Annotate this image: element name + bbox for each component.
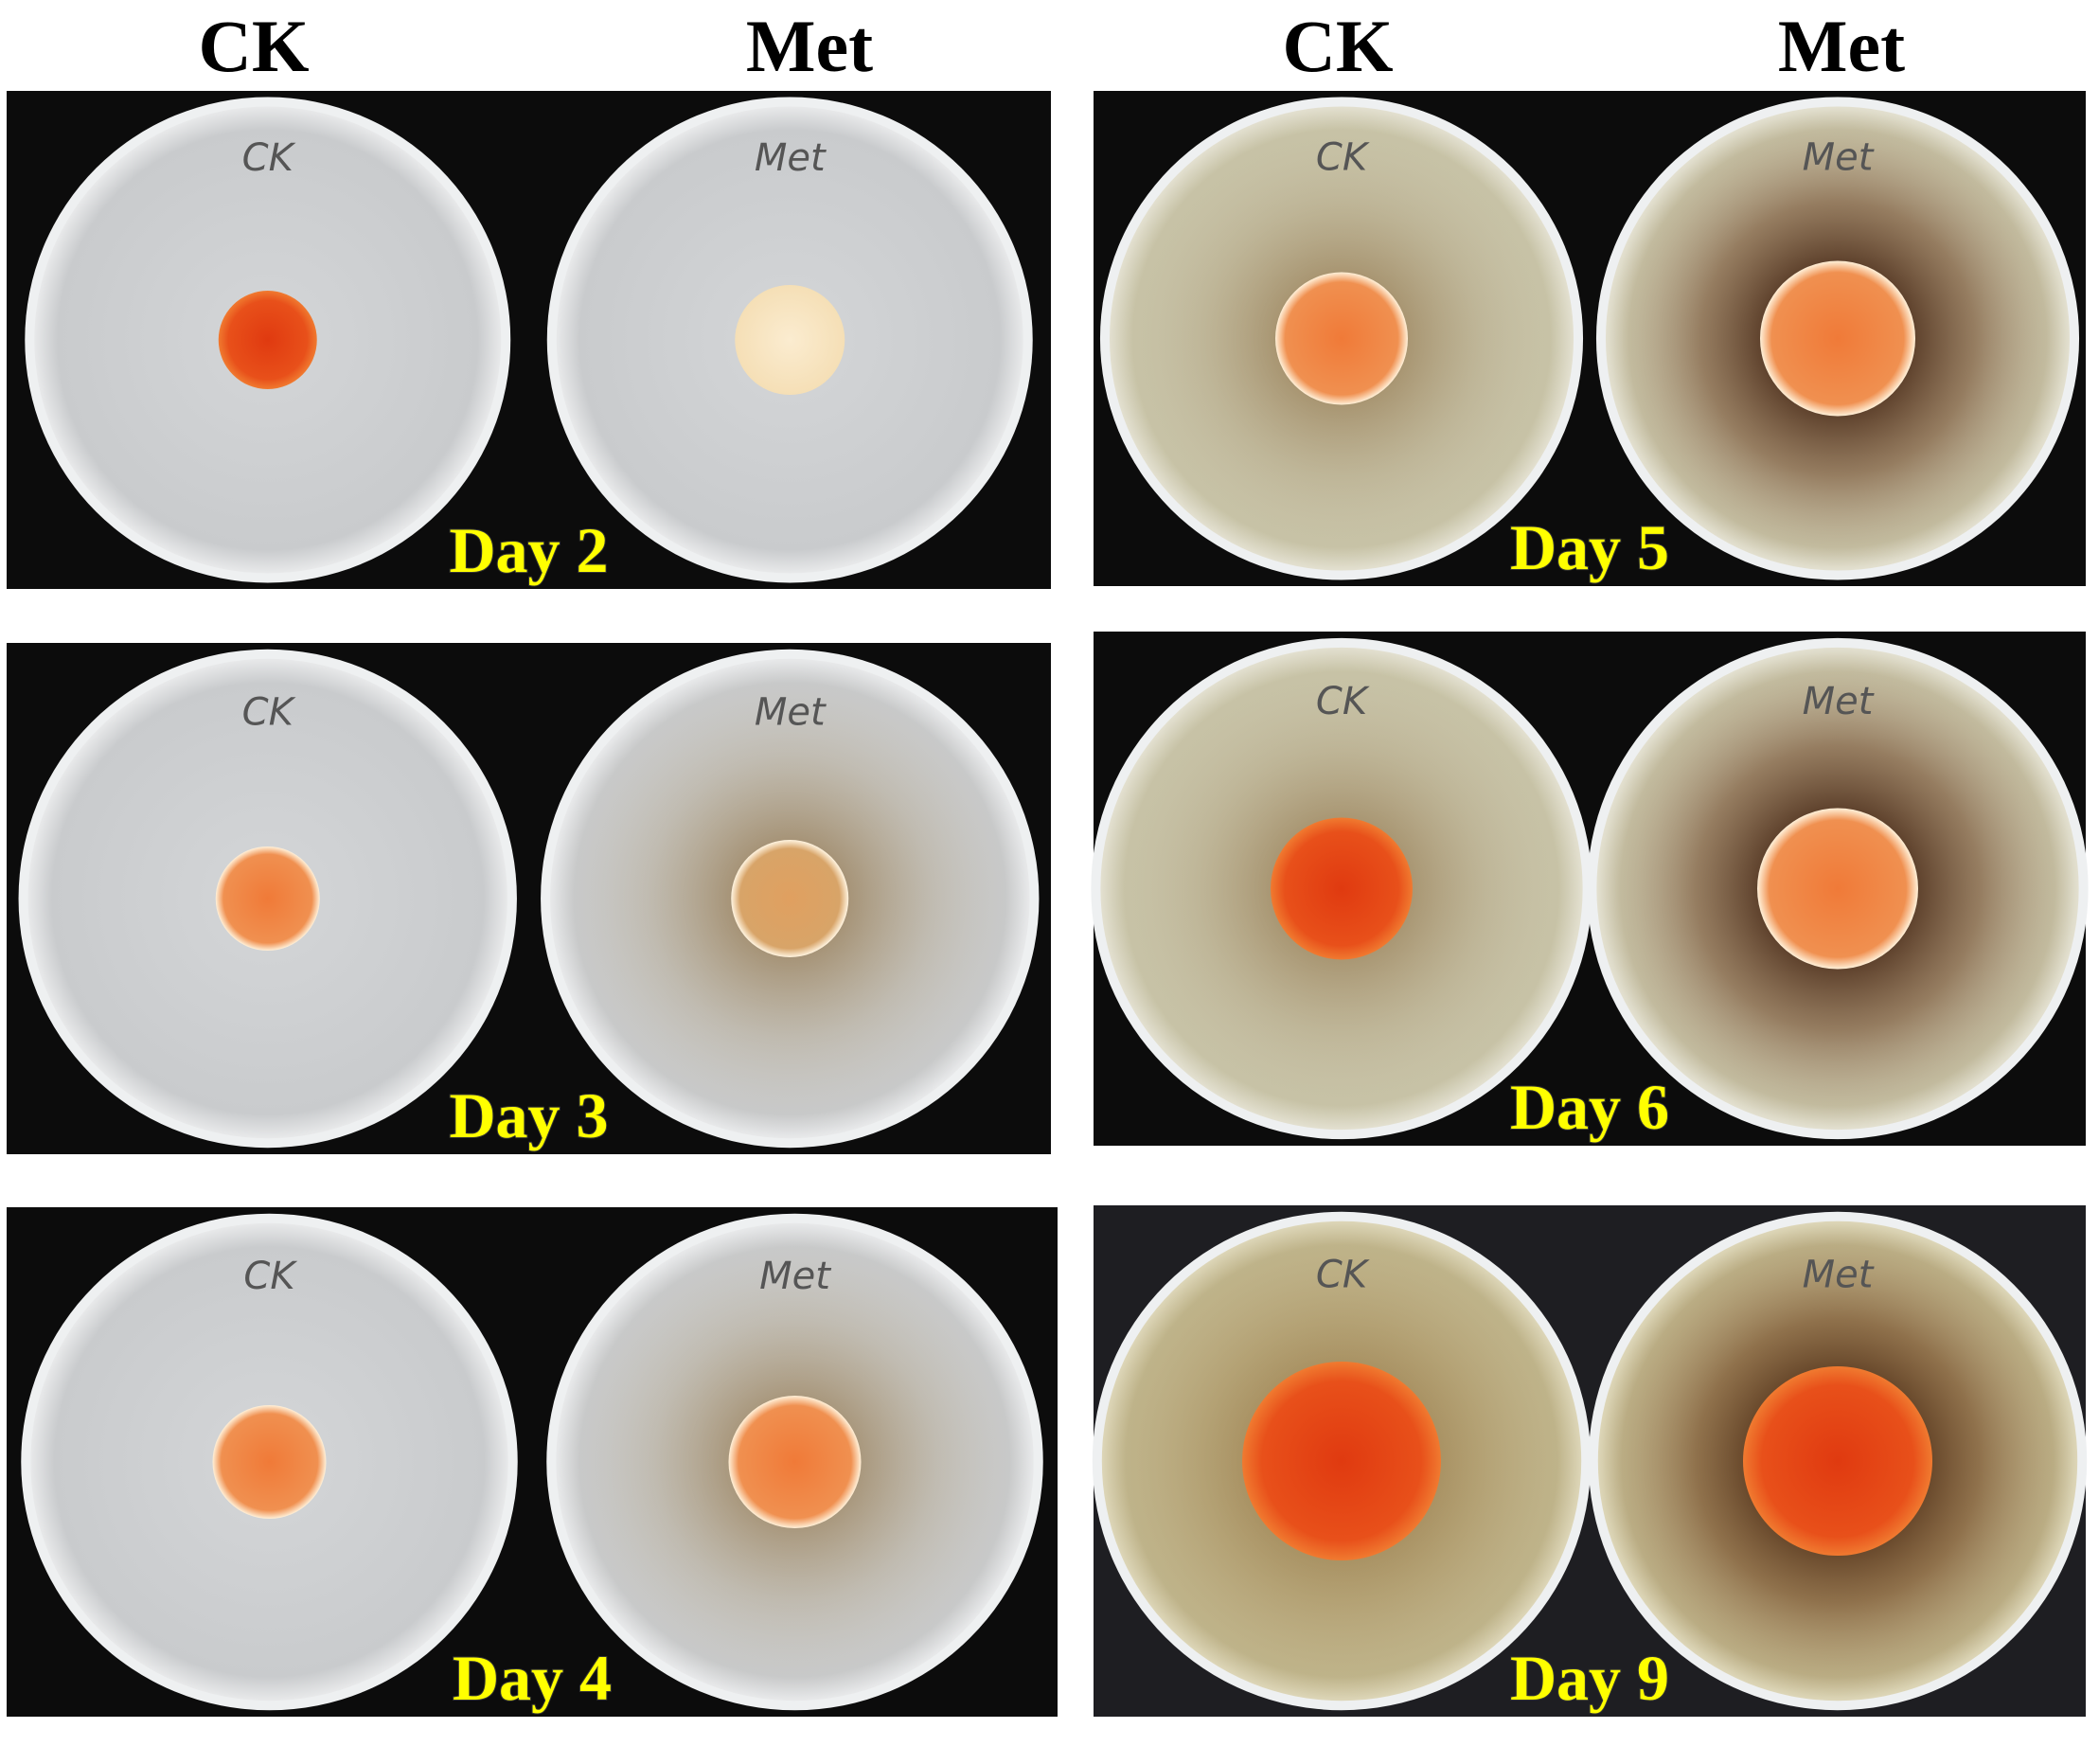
plate-label: Met xyxy=(755,136,827,180)
colony xyxy=(735,285,845,395)
column-header: Met xyxy=(746,5,873,87)
plate-label: Met xyxy=(759,1255,831,1298)
plate-label: CK xyxy=(243,1255,297,1298)
colony xyxy=(1743,1366,1932,1556)
day-label: Day 2 xyxy=(449,514,608,586)
day-label: Day 3 xyxy=(449,1079,608,1151)
plate-label: Met xyxy=(1803,1253,1875,1296)
plate-label: CK xyxy=(1316,1253,1370,1296)
colony xyxy=(1757,808,1918,970)
panel: CK Met Day 5 xyxy=(1094,91,2086,586)
colony xyxy=(215,846,320,951)
day-label: Day 4 xyxy=(453,1642,612,1714)
column-header: CK xyxy=(1283,5,1394,87)
panel: CK Met Day 4 xyxy=(7,1207,1058,1717)
colony xyxy=(218,291,317,389)
colony xyxy=(1242,1362,1441,1560)
panel: CK Met Day 3 xyxy=(7,643,1051,1154)
colony xyxy=(1275,272,1408,405)
day-label: Day 5 xyxy=(1510,511,1669,583)
day-label: Day 6 xyxy=(1510,1071,1669,1143)
colony xyxy=(1271,817,1413,960)
plate-label: CK xyxy=(242,136,296,180)
colony xyxy=(212,1405,327,1519)
plate-label: CK xyxy=(242,690,296,734)
plate-label: CK xyxy=(1316,136,1370,180)
day-label: Day 9 xyxy=(1510,1642,1669,1714)
panel: CK Met Day 9 xyxy=(1092,1205,2088,1717)
column-header: Met xyxy=(1778,5,1905,87)
plate-label: Met xyxy=(1803,680,1875,723)
column-header: CK xyxy=(199,5,310,87)
plate-label: Met xyxy=(1803,136,1875,180)
colony xyxy=(728,1396,862,1528)
colony xyxy=(1760,260,1915,417)
colony xyxy=(731,840,849,957)
panel: CK Met Day 2 xyxy=(7,91,1051,589)
panel: CK Met Day 6 xyxy=(1091,632,2089,1146)
plate-label: Met xyxy=(755,690,827,734)
plate-label: CK xyxy=(1316,680,1370,723)
